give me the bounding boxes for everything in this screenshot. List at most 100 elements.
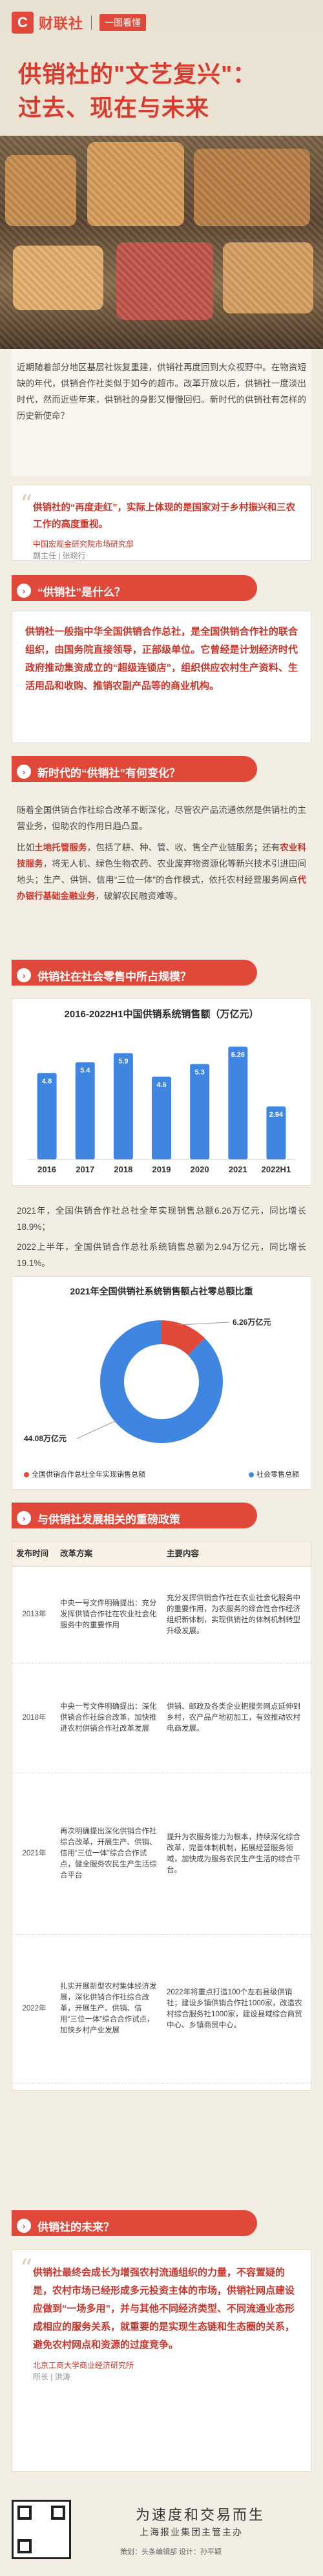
row-content: 提升为农服务能力为根本，持续深化综合改革，完善体制机制，拓展经营服务领域，加快成… xyxy=(163,1773,311,1935)
table-row: 2018年 中央一号文件明确提出：深化供销合作社综合改革，加快推进农村供销合作社… xyxy=(12,1663,311,1773)
policy-table-card: 发布时间 改革方案 主要内容 2013年 中央一号文件明确提出：充分发挥供销合作… xyxy=(12,1541,311,2091)
table-row: 2013年 中央一号文件明确提出：充分发挥供销合作社在农业社会化服务中的重要作用… xyxy=(12,1566,311,1663)
quote-source-name: 副主任 | 张晓行 xyxy=(33,551,86,560)
texture-overlay xyxy=(0,136,323,349)
donut-leader-line xyxy=(177,1322,230,1325)
changes-text-1: 随着全国供销合作社综合改革不断深化，尽管农产品流通依然是供销社的主营业务，但助农… xyxy=(17,805,306,831)
row-content: 2022年将重点打造100个左右县级供销社；建设乡镇供销合作社1000家，改造农… xyxy=(163,1934,311,2084)
row-reform: 再次明确提出深化供销合作社综合改革，开展生产、供销、信用“三位一体”综合合作试点… xyxy=(56,1773,163,1935)
footer-credit: 策划：头条编辑部 设计：孙平颖 xyxy=(120,2548,222,2556)
donut-slice-1 xyxy=(100,1320,223,1443)
row-reform: 中央一号文件明确提出：深化供销合作社综合改革，加快推进农村供销合作社改革发展 xyxy=(56,1663,163,1773)
section-title: 新时代的“供销社”有何变化？ xyxy=(37,766,180,779)
basket-image xyxy=(87,142,184,226)
basket-image xyxy=(5,155,76,226)
footer-org: 上海报业集团主管主办 xyxy=(140,2528,243,2538)
footer: 为速度和交易而生 上海报业集团主管主办 策划：头条编辑部 设计：孙平颖 xyxy=(0,2488,323,2576)
section-title: 供销社的未来？ xyxy=(37,2221,114,2233)
row-content: 供销、邮政及各类企业把服务网点延伸到乡村，农产品产地初加工，有效推动农村电商发展… xyxy=(163,1663,311,1773)
bar-2019 xyxy=(152,1076,171,1159)
row-year: 2013年 xyxy=(12,1566,56,1663)
changes-block: 随着全国供销合作社综合改革不断深化，尽管农产品流通依然是供销社的主营业务，但助农… xyxy=(12,792,311,947)
section-bar xyxy=(12,756,257,782)
highlight-banking: 代办银行基础金融业务 xyxy=(17,875,306,901)
donut-chart-title: 2021年全国供销社系统销售额占社零总额比重 xyxy=(70,1286,253,1296)
bar-value-label: 5.3 xyxy=(194,1068,204,1076)
qr-finder xyxy=(17,2539,32,2553)
legend-swatch xyxy=(24,1472,29,1478)
bar-2016 xyxy=(37,1073,57,1159)
logo-mark-icon: C xyxy=(12,12,34,34)
x-tick-label: 2019 xyxy=(152,1165,171,1174)
donut-chart: 6.26万亿元 44.08万亿元 xyxy=(24,1317,271,1443)
quote-source-org: 中国宏观金研究院市场研究部 xyxy=(33,540,134,549)
highlight-agri-tech: 农业科技服务 xyxy=(17,843,306,869)
row-year: 2021年 xyxy=(12,1773,56,1935)
table-row: 2021年 再次明确提出深化供销合作社综合改革，开展生产、供销、信用“三位一体”… xyxy=(12,1773,311,1935)
chevron-right-icon: › xyxy=(17,1511,31,1525)
bar-value-label: 2.94 xyxy=(269,1111,284,1119)
chevron-right-icon: › xyxy=(17,765,31,779)
column-header-content: 主要内容 xyxy=(163,1542,311,1567)
hero-photo-baskets xyxy=(0,136,323,349)
section-header-future: › 供销社的未来？ xyxy=(12,2210,311,2241)
policy-table: 发布时间 改革方案 主要内容 2013年 中央一号文件明确提出：充分发挥供销合作… xyxy=(12,1542,311,2084)
row-reform: 扎实开展新型农村集体经济发展，深化供销合作社综合改革，开展生产、供销、信用“三位… xyxy=(56,1934,163,2084)
basket-image xyxy=(13,246,103,310)
quote-source-org: 北京工商大学商业经济研究所 xyxy=(33,2361,134,2370)
section-title: 与供销社发展相关的重磅政策 xyxy=(37,1513,180,1526)
intro-text: 近期随着部分地区基层社恢复重建，供销社再度回到大众视野中。在物资短缺的年代，供销… xyxy=(17,363,306,421)
bar-value-label: 5.4 xyxy=(80,1067,90,1075)
section-header-what: › “供销社”是什么？ xyxy=(12,575,311,606)
donut-value-label: 6.26万亿元 xyxy=(233,1317,271,1327)
hero-header: C 财联社 一图看懂 供销社的"文艺复兴"： 过去、现在与未来 xyxy=(0,0,323,349)
basket-image xyxy=(194,149,310,226)
legend-item-cooperative: 全国供销合作总社全年实现销售总额 xyxy=(24,1469,145,1479)
text-run: 比如 xyxy=(17,843,35,852)
chevron-right-icon: › xyxy=(17,2219,31,2233)
text-run: ，将无人机、绿色生物农药、农业废弃物资源化等新兴技术引进田间地头；生产、供销、信… xyxy=(17,859,306,885)
bar-chart-title: 2016-2022H1中国供销系统销售额（万亿元） xyxy=(64,1009,259,1020)
x-tick-label: 2021 xyxy=(229,1165,247,1174)
top-bar: C 财联社 一图看懂 xyxy=(0,0,323,45)
intro-block: 近期随着部分地区基层社恢复重建，供销社再度回到大众视野中。在物资短缺的年代，供销… xyxy=(12,349,311,476)
section-header-scale: › 供销社在社会零售中所占规模？ xyxy=(12,960,311,991)
quote-source-name: 所长 | 洪涛 xyxy=(33,2372,70,2381)
scale-note-2021: 2021年，全国供销合作社总社全年实现销售总额6.26万亿元，同比增长18.9%… xyxy=(17,1206,306,1232)
row-reform: 中央一号文件明确提出：充分发挥供销合作社在农业社会化服务中的重要作用 xyxy=(56,1566,163,1663)
category-tag: 一图看懂 xyxy=(99,14,147,31)
footer-slogan: 为速度和交易而生 xyxy=(136,2507,266,2524)
donut-slice-0 xyxy=(162,1320,205,1355)
donut-chart-card: 2021年全国供销社系统销售额占社零总额比重 6.26万亿元 44.08万亿元 全… xyxy=(12,1276,311,1490)
section-bar xyxy=(12,575,257,601)
logo-text: 财联社 xyxy=(39,16,84,32)
divider xyxy=(91,16,92,30)
scale-notes: 2021年，全国供销合作社总社全年实现销售总额6.26万亿元，同比增长18.9%… xyxy=(12,1192,311,1270)
definition-text: 供销社一般指中华全国供销合作总社，是全国供销合作社的联合组织，由国务院直接领导，… xyxy=(25,626,298,692)
bar-2017 xyxy=(75,1062,95,1159)
section-header-changes: › 新时代的“供销社”有何变化？ xyxy=(12,756,311,787)
section-bar xyxy=(12,2210,257,2236)
section-bar xyxy=(12,1503,257,1528)
highlight-land-trust: 土地托管服务 xyxy=(34,843,87,852)
qr-finder xyxy=(17,2506,32,2520)
table-header-row: 发布时间 改革方案 主要内容 xyxy=(12,1542,311,1567)
legend-swatch xyxy=(249,1472,254,1478)
qr-code-icon[interactable] xyxy=(12,2500,71,2559)
bar-2021 xyxy=(228,1046,248,1159)
bar-2020 xyxy=(190,1064,210,1159)
page-title: 供销社的"文艺复兴"： xyxy=(18,61,257,87)
donut-value-label: 44.08万亿元 xyxy=(24,1433,67,1443)
definition-card: 供销社一般指中华全国供销合作总社，是全国供销合作社的联合组织，由国务院直接领导，… xyxy=(12,611,311,743)
quote-mark-icon: “ xyxy=(20,2254,33,2283)
quote-text: 供销社最终会成长为增强农村流通组织的力量，不容置疑的是，农村市场已经形成多元投资… xyxy=(33,2267,295,2350)
qr-finder xyxy=(51,2506,65,2520)
page-subtitle: 过去、现在与未来 xyxy=(18,94,210,121)
scale-note-2022: 2022上半年，全国供销合作总社系统销售总额为2.94万亿元，同比增长19.1%… xyxy=(17,1242,306,1268)
bar-2018 xyxy=(113,1053,133,1159)
bar-2022H1 xyxy=(266,1106,286,1159)
changes-text-2: 比如土地托管服务，包括了耕、种、管、收、售全产业链服务；还有农业科技服务，将无人… xyxy=(17,839,306,904)
donut-leader-line xyxy=(76,1420,117,1439)
row-year: 2022年 xyxy=(12,1934,56,2084)
